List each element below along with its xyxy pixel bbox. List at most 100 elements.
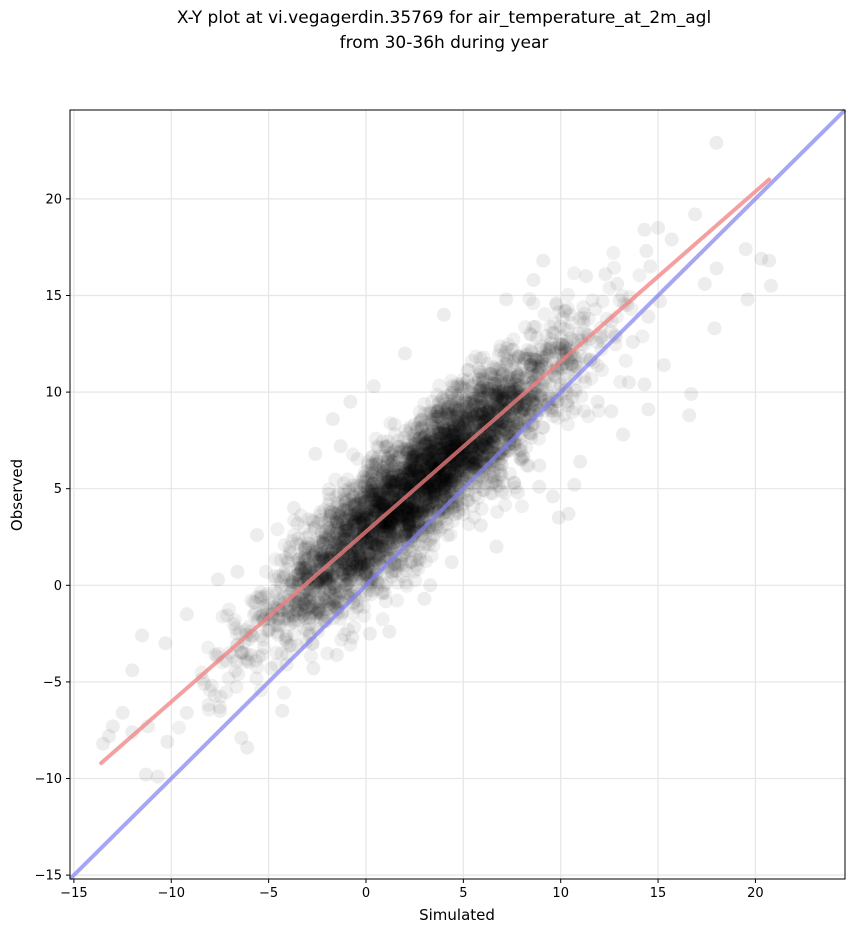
data-point xyxy=(656,358,671,373)
data-point xyxy=(410,440,425,455)
data-point xyxy=(306,661,321,676)
y-tick-label: 0 xyxy=(54,579,62,594)
data-point xyxy=(360,535,375,550)
data-point xyxy=(507,362,522,377)
data-point xyxy=(764,278,779,293)
data-point xyxy=(392,464,407,479)
data-point xyxy=(435,470,450,485)
data-point xyxy=(473,381,488,396)
data-point xyxy=(444,398,459,413)
data-point xyxy=(374,482,389,497)
data-point xyxy=(443,527,458,542)
data-point xyxy=(462,451,477,466)
data-point xyxy=(361,482,376,497)
data-point xyxy=(526,296,541,311)
data-point xyxy=(504,342,519,357)
data-point xyxy=(505,385,520,400)
data-point xyxy=(472,381,487,396)
data-point xyxy=(431,451,446,466)
data-point xyxy=(474,410,489,425)
data-point xyxy=(333,502,348,517)
data-point xyxy=(399,523,414,538)
data-point xyxy=(371,496,386,511)
data-point xyxy=(270,625,285,640)
data-point xyxy=(457,428,472,443)
data-point xyxy=(376,464,391,479)
x-tick-label: −5 xyxy=(259,886,278,901)
data-point xyxy=(356,599,371,614)
data-point xyxy=(244,648,259,663)
data-point xyxy=(340,586,355,601)
data-point xyxy=(392,439,407,454)
data-point xyxy=(545,403,560,418)
data-point xyxy=(415,452,430,467)
data-point xyxy=(350,544,365,559)
data-point xyxy=(484,382,499,397)
data-point xyxy=(514,499,529,514)
data-point xyxy=(472,398,487,413)
data-point xyxy=(428,460,443,475)
data-point xyxy=(456,414,471,429)
data-point xyxy=(362,501,377,516)
data-point xyxy=(437,422,452,437)
data-point xyxy=(491,383,506,398)
data-point xyxy=(384,515,399,530)
data-point xyxy=(389,507,404,522)
data-point xyxy=(438,423,453,438)
data-point xyxy=(270,522,285,537)
data-point xyxy=(360,463,375,478)
data-point xyxy=(333,532,348,547)
identity-line xyxy=(68,108,847,881)
data-point xyxy=(96,736,111,751)
data-point xyxy=(394,473,409,488)
data-point xyxy=(341,481,356,496)
data-point xyxy=(314,574,329,589)
data-point xyxy=(613,374,628,389)
data-point xyxy=(385,445,400,460)
data-point xyxy=(343,526,358,541)
data-point xyxy=(437,478,452,493)
data-point xyxy=(286,614,301,629)
data-point xyxy=(479,423,494,438)
data-point xyxy=(426,445,441,460)
data-point xyxy=(664,232,679,247)
data-point xyxy=(375,494,390,509)
data-point xyxy=(606,245,621,260)
data-point xyxy=(495,418,510,433)
data-point xyxy=(382,481,397,496)
data-point xyxy=(297,539,312,554)
data-point xyxy=(171,720,186,735)
data-point xyxy=(533,342,548,357)
data-point xyxy=(372,495,387,510)
data-point xyxy=(565,358,580,373)
data-point xyxy=(444,423,459,438)
data-point xyxy=(480,356,495,371)
data-point xyxy=(260,586,275,601)
data-point xyxy=(498,497,513,512)
data-point xyxy=(277,612,292,627)
data-point xyxy=(426,486,441,501)
data-point xyxy=(359,470,374,485)
data-point xyxy=(433,407,448,422)
data-point xyxy=(323,506,338,521)
data-point xyxy=(391,506,406,521)
data-point xyxy=(314,606,329,621)
data-point xyxy=(697,276,712,291)
data-point xyxy=(424,482,439,497)
data-point xyxy=(419,448,434,463)
data-point xyxy=(377,498,392,513)
data-point xyxy=(567,477,582,492)
data-point xyxy=(393,476,408,491)
data-point xyxy=(539,347,554,362)
data-point xyxy=(511,349,526,364)
data-point xyxy=(397,346,412,361)
data-point xyxy=(453,386,468,401)
data-point xyxy=(639,244,654,259)
data-point xyxy=(316,608,331,623)
data-point xyxy=(473,407,488,422)
data-point xyxy=(372,540,387,555)
data-point xyxy=(494,390,509,405)
data-point xyxy=(526,273,541,288)
data-point xyxy=(481,387,496,402)
data-point xyxy=(561,287,576,302)
